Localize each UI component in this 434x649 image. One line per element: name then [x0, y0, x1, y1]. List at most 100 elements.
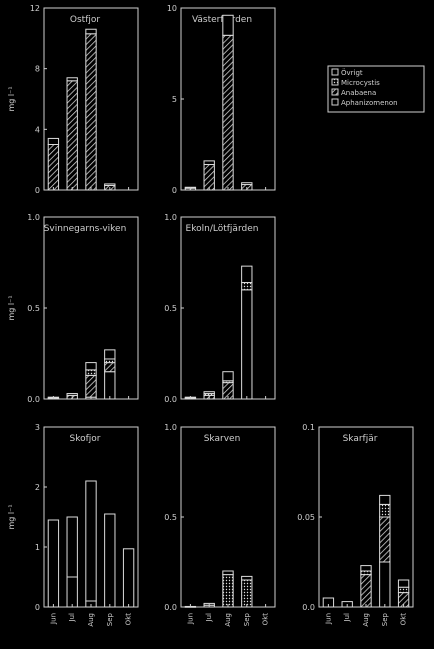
y-tick-label: 10 — [167, 4, 177, 13]
y-tick-label: 0.0 — [164, 603, 177, 612]
x-tick-label: Jul — [343, 613, 351, 623]
panel-title: Skofjor — [70, 434, 101, 444]
legend-swatch — [331, 98, 339, 106]
y-tick-label: 0.0 — [164, 395, 177, 404]
y-tick-label: 8 — [35, 65, 40, 74]
bar-segment-vrigt — [104, 349, 116, 360]
bar-segment-vrigt — [104, 513, 116, 608]
bar-segment-anabaena — [203, 164, 215, 191]
bar-segment-aphanizomenon — [66, 576, 78, 608]
panel-title: Svinnegarns-viken — [44, 224, 127, 234]
bar-segment-vrigt — [85, 362, 97, 371]
y-tick-label: 0.5 — [164, 513, 177, 522]
bar-segment-microcystis — [104, 358, 116, 364]
legend-label: Anabaena — [341, 89, 376, 97]
legend-label: Microcystis — [341, 79, 380, 87]
bar-segment-anabaena — [66, 80, 78, 191]
bar-segment-vrigt — [222, 371, 234, 382]
bar-segment-anabaena — [85, 374, 97, 398]
bar-segment-anabaena — [360, 574, 372, 608]
y-axis-label: mg l⁻¹ — [7, 295, 16, 320]
y-tick-label: 0 — [172, 186, 177, 195]
bar-segment-aphanizomenon — [104, 371, 116, 400]
bar-segment-anabaena — [379, 516, 391, 563]
y-tick-label: 0 — [35, 186, 40, 195]
x-tick-label: Sep — [106, 612, 114, 626]
bar-segment-vrigt — [47, 137, 60, 146]
bar-segment-anabaena — [222, 34, 234, 191]
chart-panel-6: Skarven 0.0 0.5 1.0 Jun Jul Aug Sep Okt — [164, 423, 276, 627]
x-tick-label: Sep — [243, 612, 251, 626]
y-tick-label: 0.1 — [302, 423, 315, 432]
bar-segment-microcystis — [379, 503, 391, 518]
chart-panel-2: Västerfjärden 0 5 10 — [167, 4, 276, 195]
bar-segment-aphanizomenon — [241, 289, 253, 400]
bar-segment-vrigt — [122, 548, 135, 608]
bar-segment-vrigt — [241, 182, 253, 186]
legend-swatch — [331, 68, 339, 76]
bar-segment-microcystis — [241, 282, 253, 291]
bar-segment-vrigt — [66, 393, 78, 396]
y-tick-label: 0 — [35, 603, 40, 612]
bar-segment-vrigt — [379, 494, 391, 505]
bar-segment-microcystis — [241, 579, 253, 608]
bar-segment-vrigt — [66, 516, 78, 578]
y-tick-label: 3 — [35, 423, 40, 432]
bar-segment-vrigt — [66, 77, 78, 82]
legend: Övrigt Microcystis Anabaena Aphanizomenon — [327, 65, 425, 113]
x-tick-label: Aug — [362, 613, 370, 627]
panel-title: Västerfjärden — [192, 15, 252, 25]
x-tick-label: Aug — [224, 613, 232, 627]
bar-segment-vrigt — [47, 519, 60, 608]
chart-panel-4: Ekoln/Lötfjärden 0.0 0.5 1.0 — [164, 213, 276, 404]
y-tick-label: 12 — [30, 4, 40, 13]
y-tick-label: 0.05 — [297, 513, 315, 522]
legend-label: Aphanizomenon — [341, 99, 398, 107]
bar-segment-vrigt — [85, 28, 97, 35]
y-tick-label: 0.5 — [164, 304, 177, 313]
bar-segment-anabaena — [85, 33, 97, 191]
bar-segment-vrigt — [397, 579, 410, 588]
x-tick-label: Jul — [205, 613, 213, 623]
chart-panel-7: Skarfjär 0.0 0.05 0.1 Jun Jul Aug Sep Okt — [297, 423, 414, 627]
bar-segment-aphanizomenon — [379, 561, 391, 608]
bar-segment-vrigt — [222, 14, 234, 36]
bar-segment-microcystis — [85, 369, 97, 376]
bar-segment-vrigt — [203, 391, 215, 395]
chart-panel-5: Skofjor 0 1 2 3 mg l⁻¹ Jun Jul Aug Sep Okt — [7, 423, 139, 627]
bar-segment-vrigt — [360, 565, 372, 572]
x-tick-label: Okt — [262, 613, 270, 626]
y-tick-label: 1.0 — [164, 423, 177, 432]
y-tick-label: 1.0 — [164, 213, 177, 222]
chart-panel-1: Ostfjor 0 4 8 12 mg l⁻¹ — [7, 4, 139, 195]
panel-title: Skarfjär — [343, 434, 378, 444]
bar-segment-vrigt — [222, 570, 234, 576]
y-axis-label: mg l⁻¹ — [7, 504, 16, 529]
y-tick-label: 5 — [172, 95, 177, 104]
bar-segment-vrigt — [85, 480, 97, 602]
bar-segment-microcystis — [222, 574, 234, 608]
bar-segment-vrigt — [203, 160, 215, 166]
y-tick-label: 0.5 — [27, 304, 40, 313]
x-tick-label: Okt — [125, 613, 133, 626]
bar-segment-vrigt — [241, 265, 253, 284]
bar-segment-microcystis — [397, 586, 410, 594]
bar-segment-anabaena — [104, 362, 116, 373]
x-tick-label: Jun — [324, 613, 332, 625]
y-tick-label: 0.0 — [27, 395, 40, 404]
panel-title: Ostfjor — [70, 15, 100, 25]
y-tick-label: 1 — [35, 543, 40, 552]
y-tick-label: 0.0 — [302, 603, 315, 612]
legend-swatch — [331, 78, 339, 86]
bar-segment-anabaena — [47, 144, 60, 191]
y-tick-label: 4 — [35, 125, 40, 134]
legend-box — [327, 65, 425, 113]
bar-segment-vrigt — [241, 575, 253, 581]
legend-swatch — [331, 88, 339, 96]
x-tick-label: Aug — [87, 613, 95, 627]
x-tick-label: Jul — [68, 613, 76, 623]
bar-segment-microcystis — [360, 570, 372, 576]
y-tick-label: 2 — [35, 483, 40, 492]
panel-title: Skarven — [204, 434, 241, 444]
